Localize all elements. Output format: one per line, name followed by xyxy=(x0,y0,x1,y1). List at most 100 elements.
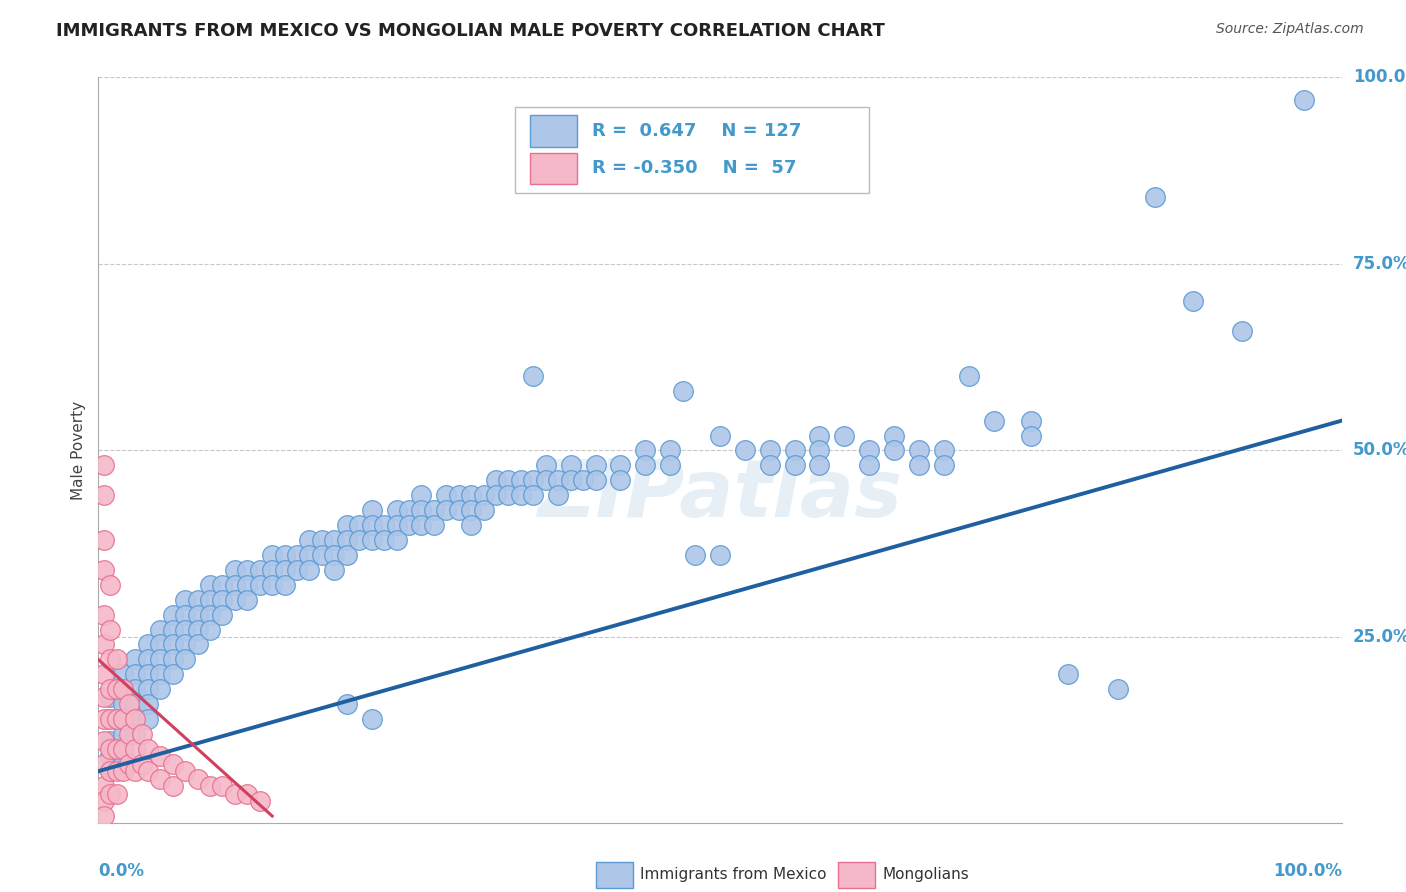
Point xyxy=(522,488,544,502)
Point xyxy=(1294,93,1316,107)
Point xyxy=(411,488,433,502)
Point xyxy=(149,623,172,637)
Text: ZIPatlas: ZIPatlas xyxy=(537,456,903,534)
Point xyxy=(858,458,880,473)
Point xyxy=(758,443,780,458)
Point xyxy=(908,443,931,458)
Point xyxy=(236,578,259,592)
Point xyxy=(447,488,470,502)
Point xyxy=(509,473,531,487)
Point xyxy=(93,667,115,681)
Point xyxy=(100,578,122,592)
Point xyxy=(460,518,482,533)
Point xyxy=(285,563,308,577)
Point xyxy=(124,682,146,697)
Point xyxy=(485,473,508,487)
Point xyxy=(236,592,259,607)
Point xyxy=(323,533,346,547)
Point xyxy=(1107,682,1129,697)
Point xyxy=(174,592,197,607)
Point xyxy=(93,563,115,577)
Point xyxy=(118,727,141,741)
Point xyxy=(460,488,482,502)
Text: Source: ZipAtlas.com: Source: ZipAtlas.com xyxy=(1216,22,1364,37)
Point xyxy=(634,458,657,473)
Point xyxy=(198,607,221,622)
Point xyxy=(100,712,122,726)
Point xyxy=(174,652,197,666)
Point xyxy=(434,503,457,517)
Point xyxy=(509,488,531,502)
Point xyxy=(385,518,408,533)
Point xyxy=(298,533,321,547)
Point xyxy=(634,443,657,458)
Point xyxy=(534,473,557,487)
Point xyxy=(105,682,128,697)
Point xyxy=(447,503,470,517)
Point xyxy=(149,682,172,697)
Point xyxy=(360,533,382,547)
Point xyxy=(124,697,146,711)
Point xyxy=(149,667,172,681)
Point xyxy=(93,690,115,704)
Point xyxy=(585,458,607,473)
Point xyxy=(136,667,159,681)
Point xyxy=(93,637,115,651)
Point xyxy=(609,458,631,473)
Point xyxy=(93,756,115,771)
Point xyxy=(323,548,346,562)
Point xyxy=(100,652,122,666)
Point xyxy=(249,563,271,577)
Point xyxy=(136,764,159,779)
Point xyxy=(659,458,682,473)
FancyBboxPatch shape xyxy=(515,107,869,193)
Point xyxy=(1019,428,1042,442)
Point xyxy=(983,414,1005,428)
Point xyxy=(249,794,271,808)
Text: R = -0.350    N =  57: R = -0.350 N = 57 xyxy=(592,160,796,178)
FancyBboxPatch shape xyxy=(838,862,876,888)
Point xyxy=(224,592,246,607)
Point xyxy=(118,697,141,711)
Point xyxy=(93,488,115,502)
Point xyxy=(932,458,955,473)
Point xyxy=(211,779,233,793)
Point xyxy=(609,473,631,487)
Point xyxy=(124,667,146,681)
Text: 0.0%: 0.0% xyxy=(98,863,143,880)
Point xyxy=(162,667,184,681)
Point xyxy=(808,443,831,458)
Point xyxy=(262,548,284,562)
Point xyxy=(105,742,128,756)
Point xyxy=(111,756,134,771)
FancyBboxPatch shape xyxy=(530,153,576,184)
Point xyxy=(273,578,295,592)
Point xyxy=(174,637,197,651)
Point xyxy=(174,764,197,779)
Point xyxy=(100,734,122,748)
Point xyxy=(460,503,482,517)
Point xyxy=(336,697,359,711)
Point xyxy=(187,623,209,637)
Point xyxy=(423,503,446,517)
Point xyxy=(100,690,122,704)
Point xyxy=(957,368,980,383)
Text: Immigrants from Mexico: Immigrants from Mexico xyxy=(640,867,827,882)
Point xyxy=(211,607,233,622)
Point xyxy=(808,458,831,473)
Point xyxy=(124,727,146,741)
Point xyxy=(262,563,284,577)
Point xyxy=(709,548,731,562)
Point xyxy=(136,742,159,756)
Point xyxy=(883,428,905,442)
Point xyxy=(111,712,134,726)
Point xyxy=(373,533,395,547)
Point xyxy=(187,637,209,651)
Text: 100.0%: 100.0% xyxy=(1272,863,1341,880)
Point xyxy=(111,712,134,726)
Point xyxy=(472,488,495,502)
Point xyxy=(560,458,582,473)
Point xyxy=(124,712,146,726)
Point xyxy=(93,734,115,748)
Point xyxy=(1019,414,1042,428)
